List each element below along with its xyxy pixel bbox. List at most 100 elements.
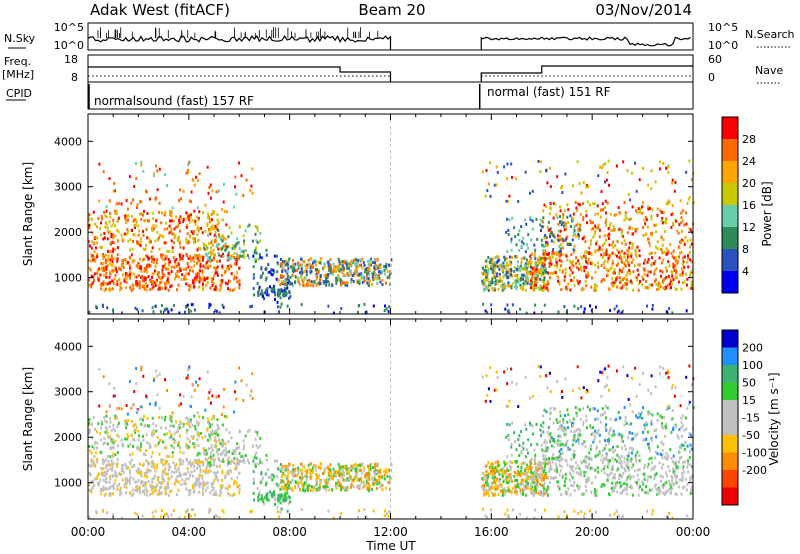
cpid-label: CPID xyxy=(6,87,32,100)
range-time-cell xyxy=(187,489,190,493)
range-time-cell xyxy=(111,467,114,471)
range-time-cell xyxy=(119,486,122,490)
power-heatmap xyxy=(88,114,695,315)
range-time-cell xyxy=(185,277,188,281)
range-time-cell xyxy=(350,280,353,284)
range-time-cell xyxy=(671,255,674,259)
range-time-cell xyxy=(95,451,97,455)
range-time-cell xyxy=(265,481,268,485)
range-time-cell xyxy=(622,160,625,164)
range-time-cell xyxy=(225,428,228,432)
range-time-cell xyxy=(104,492,107,496)
range-time-cell xyxy=(559,264,562,268)
range-time-cell xyxy=(223,414,226,418)
range-time-cell xyxy=(518,266,521,270)
range-time-cell xyxy=(381,283,384,287)
range-time-cell xyxy=(215,471,218,475)
range-time-cell xyxy=(92,463,95,467)
range-time-cell xyxy=(191,269,194,273)
range-time-cell xyxy=(103,487,106,491)
range-time-cell xyxy=(135,480,138,484)
range-time-cell xyxy=(210,212,213,216)
range-time-cell xyxy=(198,458,200,462)
range-time-cell xyxy=(276,459,279,463)
range-time-cell xyxy=(159,438,161,442)
range-time-cell xyxy=(685,222,688,226)
range-time-cell xyxy=(112,394,115,398)
range-time-cell xyxy=(286,286,289,290)
range-time-cell xyxy=(126,207,129,211)
range-time-cell xyxy=(153,377,156,381)
range-time-cell xyxy=(236,442,239,446)
range-time-cell xyxy=(531,485,534,489)
range-time-cell xyxy=(164,262,167,266)
range-time-cell xyxy=(623,261,626,265)
range-time-cell xyxy=(355,280,358,284)
range-time-cell xyxy=(124,477,127,480)
range-time-cell xyxy=(513,474,516,478)
range-time-cell xyxy=(294,474,296,478)
range-time-cell xyxy=(280,262,283,266)
range-time-cell xyxy=(187,376,189,380)
range-time-cell xyxy=(340,488,343,492)
range-time-cell xyxy=(628,246,631,250)
range-time-cell xyxy=(564,287,567,291)
range-time-cell xyxy=(170,265,173,269)
range-time-cell xyxy=(196,438,199,442)
range-time-cell xyxy=(622,277,624,281)
range-time-cell xyxy=(540,218,542,222)
beam-title: Beam 20 xyxy=(358,1,425,19)
range-time-cell xyxy=(342,471,345,475)
range-time-cell xyxy=(143,481,146,485)
range-time-cell xyxy=(194,458,196,462)
range-time-cell xyxy=(192,490,195,494)
range-time-cell xyxy=(110,254,113,258)
range-time-cell xyxy=(588,257,590,261)
range-time-cell xyxy=(503,264,506,268)
range-time-cell xyxy=(645,218,648,222)
range-time-cell xyxy=(215,245,218,248)
range-time-cell xyxy=(90,488,93,492)
range-time-cell xyxy=(558,250,561,254)
range-time-cell xyxy=(686,260,689,264)
range-time-cell xyxy=(211,432,214,436)
range-time-cell xyxy=(511,255,513,259)
range-time-cell xyxy=(208,220,211,224)
date-title: 03/Nov/2014 xyxy=(595,1,692,19)
range-time-cell xyxy=(166,255,168,259)
range-time-cell xyxy=(366,473,369,477)
range-time-cell xyxy=(136,204,139,208)
range-time-cell xyxy=(233,287,236,291)
range-time-cell xyxy=(132,287,135,291)
range-time-cell xyxy=(93,447,96,451)
range-time-cell xyxy=(108,199,111,203)
range-time-cell xyxy=(109,435,111,439)
range-time-cell xyxy=(136,282,139,286)
range-time-cell xyxy=(172,241,175,245)
range-time-cell xyxy=(505,466,508,470)
range-time-cell xyxy=(168,436,171,440)
range-time-cell xyxy=(186,459,189,463)
range-time-cell xyxy=(198,280,201,284)
range-time-cell xyxy=(204,483,206,487)
range-time-cell xyxy=(92,275,95,279)
range-time-cell xyxy=(368,273,371,276)
range-time-cell xyxy=(195,460,198,464)
range-time-cell xyxy=(335,484,338,488)
range-time-cell xyxy=(328,268,331,272)
range-time-cell xyxy=(616,254,618,258)
range-time-cell xyxy=(102,485,105,489)
range-time-cell xyxy=(548,261,551,265)
range-time-cell xyxy=(216,423,219,427)
range-time-cell xyxy=(164,489,167,493)
range-time-cell xyxy=(198,210,201,214)
range-time-cell xyxy=(189,257,192,261)
range-time-cell xyxy=(96,276,99,280)
range-time-cell xyxy=(160,286,163,290)
range-time-cell xyxy=(232,244,235,248)
range-time-cell xyxy=(303,483,306,487)
range-time-cell xyxy=(99,245,102,249)
range-time-cell xyxy=(233,482,235,486)
range-time-cell xyxy=(237,279,240,283)
range-time-cell xyxy=(105,476,108,480)
